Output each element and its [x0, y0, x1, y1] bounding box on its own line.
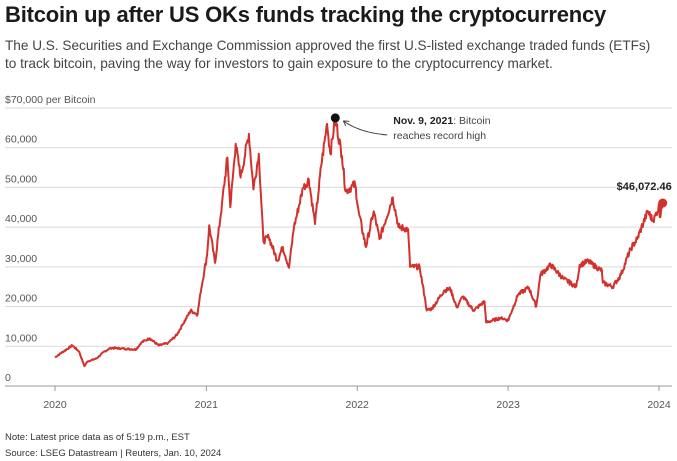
y-tick-label: 50,000 — [5, 173, 37, 185]
y-axis-labels: $70,000 per Bitcoin 60,000 50,000 40,000 30,… — [5, 94, 96, 384]
y-tick-label: 20,000 — [5, 293, 37, 305]
chart-title: Bitcoin up after US OKs funds tracking t… — [5, 2, 607, 27]
x-tick-label: 2023 — [496, 399, 520, 411]
record-high-annotation: Nov. 9, 2021: Bitcoin — [393, 115, 490, 127]
annotation-arrow — [343, 120, 388, 136]
y-tick-label: $70,000 per Bitcoin — [5, 94, 96, 106]
arrow-head-icon — [342, 120, 350, 127]
price-series — [54, 116, 664, 368]
record-high-text-line2: reaches record high — [393, 130, 486, 142]
record-high-text: : Bitcoin — [453, 115, 491, 127]
annotations: Nov. 9, 2021: Bitcoin reaches record high… — [330, 113, 672, 208]
gridlines — [5, 107, 672, 347]
chart-subtitle: The U.S. Securities and Exchange Commiss… — [5, 38, 651, 71]
y-tick-label: 0 — [5, 372, 11, 384]
y-tick-label: 30,000 — [5, 253, 37, 265]
record-high-date: Nov. 9, 2021 — [393, 115, 453, 127]
y-tick-label: 40,000 — [5, 213, 37, 225]
x-tick-label: 2021 — [195, 399, 219, 411]
chart-source: Source: LSEG Datastream | Reuters, Jan. … — [5, 448, 222, 459]
latest-price-marker — [658, 198, 668, 208]
x-tick-label: 2020 — [43, 399, 67, 411]
x-tick-label: 2022 — [346, 399, 370, 411]
record-high-marker — [330, 113, 340, 123]
y-tick-label: 10,000 — [5, 332, 37, 344]
latest-price-label: $46,072.46 — [617, 181, 672, 193]
chart-area: $70,000 per Bitcoin 60,000 50,000 40,000 30,… — [0, 88, 677, 418]
x-axis: 2020 2021 2022 2023 2024 — [5, 385, 672, 411]
price-line — [54, 116, 664, 368]
chart-note: Note: Latest price data as of 5:19 p.m.,… — [5, 432, 190, 443]
x-tick-label: 2024 — [647, 399, 671, 411]
y-tick-label: 60,000 — [5, 134, 37, 146]
bitcoin-price-chart: $70,000 per Bitcoin 60,000 50,000 40,000 30,… — [5, 94, 672, 411]
